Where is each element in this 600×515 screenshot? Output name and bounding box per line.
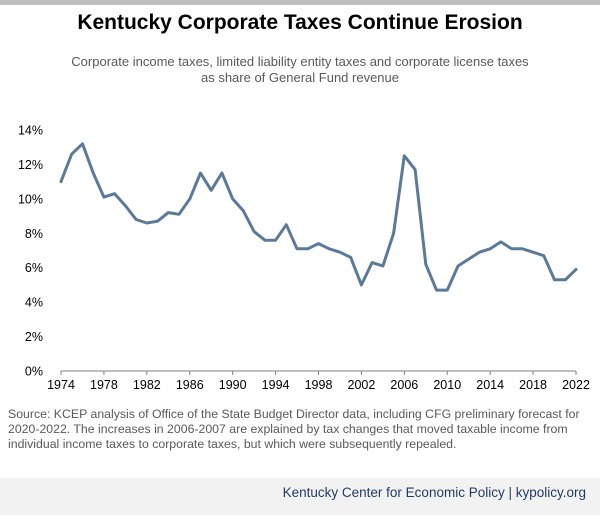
data-point xyxy=(424,263,427,266)
x-tick-label: 1994 xyxy=(262,378,290,392)
data-point xyxy=(338,251,342,254)
data-point xyxy=(134,218,138,221)
source-note: Source: KCEP analysis of Office of the S… xyxy=(8,407,580,451)
data-point xyxy=(435,288,438,292)
subtitle-line-1: Corporate income taxes, limited liabilit… xyxy=(71,54,529,69)
y-axis-ticks: 0% 2% 4% 6% 8% 10% 12% 14% xyxy=(18,124,43,379)
data-point xyxy=(488,247,492,250)
data-point xyxy=(252,230,256,233)
data-point xyxy=(478,251,481,254)
y-tick-label: 2% xyxy=(25,330,43,344)
y-tick-label: 12% xyxy=(18,158,43,172)
data-point xyxy=(574,268,578,271)
y-tick-label: 6% xyxy=(25,261,43,275)
data-point xyxy=(263,238,267,242)
data-point xyxy=(328,247,331,250)
data-point xyxy=(360,283,363,287)
x-tick-label: 2002 xyxy=(348,378,376,392)
x-tick-label: 2006 xyxy=(390,378,418,392)
data-point xyxy=(553,278,556,281)
data-point xyxy=(446,288,449,292)
line-chart: 0% 2% 4% 6% 8% 10% 12% 14% 1974 1978 1982 1986 1990… xyxy=(18,124,590,393)
data-point xyxy=(210,189,213,192)
x-tick-label: 2014 xyxy=(476,378,504,392)
x-tick-label: 1990 xyxy=(219,378,247,392)
data-point xyxy=(510,247,513,250)
x-tick-label: 2018 xyxy=(519,378,547,392)
data-point xyxy=(499,240,503,244)
data-point xyxy=(295,247,299,250)
y-tick-label: 8% xyxy=(25,227,43,241)
data-point xyxy=(81,142,84,145)
data-point xyxy=(306,247,309,250)
data-point xyxy=(113,192,116,195)
data-point xyxy=(167,211,170,214)
data-point xyxy=(145,221,149,225)
data-point xyxy=(156,220,159,223)
data-point xyxy=(381,264,385,268)
chart-title: Kentucky Corporate Taxes Continue Erosio… xyxy=(77,11,523,34)
top-bar xyxy=(0,0,600,5)
x-tick-label: 1998 xyxy=(305,378,333,392)
data-point xyxy=(370,261,374,264)
data-point xyxy=(199,171,202,175)
data-point xyxy=(242,209,245,213)
data-point xyxy=(102,195,106,199)
chart-subtitle: Corporate income taxes, limited liabilit… xyxy=(40,54,560,86)
data-point xyxy=(531,251,535,254)
x-tick-label: 1986 xyxy=(176,378,204,392)
data-point xyxy=(124,204,127,207)
data-point xyxy=(70,152,73,156)
x-tick-label: 2022 xyxy=(562,378,590,392)
data-point xyxy=(177,213,181,216)
data-point xyxy=(456,264,460,268)
data-point xyxy=(542,254,546,257)
y-tick-label: 10% xyxy=(18,192,43,206)
data-point xyxy=(59,180,63,183)
data-point xyxy=(521,247,524,250)
data-point xyxy=(91,171,95,175)
footer-credit: Kentucky Center for Economic Policy | ky… xyxy=(282,485,586,500)
data-point xyxy=(392,232,395,235)
data-point xyxy=(285,223,288,226)
data-point xyxy=(220,171,224,175)
subtitle-line-2: as share of General Fund revenue xyxy=(200,70,399,85)
data-point xyxy=(413,168,417,171)
data-point xyxy=(467,257,470,261)
y-tick-label: 14% xyxy=(18,124,43,138)
x-tick-label: 2010 xyxy=(433,378,461,392)
data-point xyxy=(188,197,191,201)
data-point xyxy=(274,238,277,242)
x-tick-label: 1982 xyxy=(133,378,161,392)
data-point xyxy=(564,278,567,281)
x-tick-label: 1974 xyxy=(47,378,75,392)
y-tick-label: 4% xyxy=(25,296,43,310)
series-line xyxy=(59,142,578,292)
y-tick-label: 0% xyxy=(25,365,43,379)
data-point xyxy=(231,197,234,201)
data-point xyxy=(317,242,320,245)
data-points xyxy=(59,142,578,292)
data-point xyxy=(349,256,352,259)
data-point xyxy=(403,154,406,158)
footer-bar: Kentucky Center for Economic Policy | ky… xyxy=(0,478,600,515)
x-axis-ticks: 1974 1978 1982 1986 1990 1994 1998 2002 2006 2010… xyxy=(47,371,590,392)
x-tick-label: 1978 xyxy=(90,378,118,392)
